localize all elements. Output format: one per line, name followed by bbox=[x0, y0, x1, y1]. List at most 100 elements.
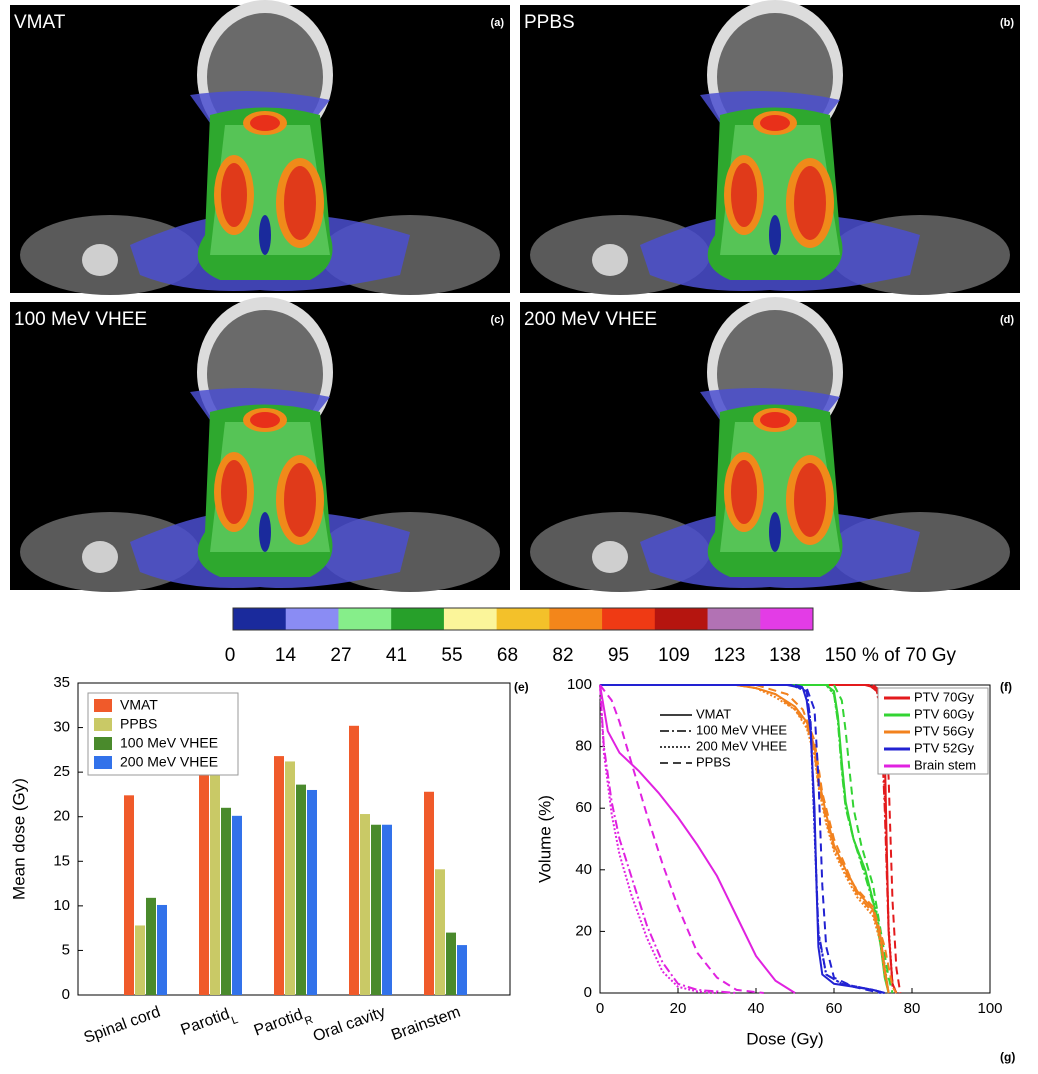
bar bbox=[446, 932, 456, 995]
colorbar-tick-label: 0 bbox=[225, 645, 236, 666]
colorbar-frame bbox=[232, 607, 814, 631]
category-subscript: L bbox=[230, 1014, 240, 1027]
x-tick-label: ParotidR bbox=[252, 1004, 315, 1045]
dvh-curve bbox=[600, 684, 882, 994]
colorbar-segment bbox=[285, 608, 339, 630]
dvh-curve bbox=[600, 684, 898, 994]
colorbar-segment bbox=[654, 608, 709, 630]
y-tick-label: 40 bbox=[575, 861, 592, 878]
dvh-curve bbox=[599, 684, 737, 994]
legend-label: 200 MeV VHEE bbox=[696, 738, 787, 753]
colorbar-segment bbox=[391, 608, 445, 630]
colorbar-segment bbox=[233, 608, 287, 630]
category-name: Oral cavity bbox=[311, 1004, 388, 1046]
ct-image: PPBS (b) bbox=[520, 0, 1020, 295]
panel-label: (a) bbox=[491, 17, 505, 29]
x-tick-label: Oral cavity bbox=[311, 1004, 388, 1046]
y-tick-label: 15 bbox=[53, 852, 70, 869]
bar bbox=[285, 761, 295, 995]
panel-title: PPBS bbox=[524, 12, 575, 33]
category-name: Spinal cord bbox=[82, 1004, 163, 1047]
bar bbox=[146, 897, 156, 995]
colorbar-segment bbox=[496, 608, 550, 630]
ct-scan bbox=[10, 297, 510, 592]
legend-swatch bbox=[94, 737, 112, 750]
ct-image: 200 MeV VHEE (d) bbox=[520, 297, 1020, 592]
dvh-curve bbox=[600, 684, 902, 994]
y-tick-label: 0 bbox=[62, 986, 70, 1003]
ct-image: VMAT (a) bbox=[10, 0, 510, 295]
legend-label: VMAT bbox=[120, 697, 158, 713]
dvh-curve bbox=[600, 684, 885, 994]
bar bbox=[349, 725, 359, 995]
colorbar-tick-label: 150 bbox=[825, 645, 857, 666]
y-tick-label: 25 bbox=[53, 763, 70, 780]
bar bbox=[435, 869, 445, 995]
bar bbox=[210, 773, 220, 995]
x-axis-label: Dose (Gy) bbox=[746, 1029, 823, 1048]
ct-scan bbox=[520, 0, 1020, 295]
colorbar-unit: % of 70 Gy bbox=[862, 645, 956, 666]
bar bbox=[307, 789, 317, 995]
colorbar-tick-label: 68 bbox=[497, 645, 518, 666]
legend-label: PTV 60Gy bbox=[914, 706, 974, 721]
panel-title: VMAT bbox=[14, 12, 66, 33]
ct-image: 100 MeV VHEE (c) bbox=[10, 297, 510, 592]
panel-title: 200 MeV VHEE bbox=[524, 309, 657, 330]
y-tick-label: 5 bbox=[62, 941, 70, 958]
ct-scan bbox=[10, 0, 510, 295]
dvh-curve bbox=[599, 684, 764, 994]
colorbar-segment bbox=[549, 608, 603, 630]
bar bbox=[199, 764, 209, 995]
legend-label: 200 MeV VHEE bbox=[120, 754, 218, 770]
bar bbox=[296, 784, 306, 995]
bar bbox=[360, 814, 370, 995]
legend-label: PPBS bbox=[120, 716, 157, 732]
category-subscript: R bbox=[303, 1014, 315, 1028]
colorbar-tick-label: 27 bbox=[330, 645, 351, 666]
legend-label: 100 MeV VHEE bbox=[120, 735, 218, 751]
legend-label: 100 MeV VHEE bbox=[696, 722, 787, 737]
dvh-curve bbox=[600, 684, 898, 994]
legend-label: PPBS bbox=[696, 754, 731, 769]
ct-scan bbox=[520, 297, 1020, 592]
legend-label: PTV 56Gy bbox=[914, 723, 974, 738]
legend-swatch bbox=[94, 699, 112, 712]
bar bbox=[424, 791, 434, 995]
y-axis-label: Mean dose (Gy) bbox=[9, 778, 28, 900]
legend-label: PTV 52Gy bbox=[914, 740, 974, 755]
y-tick-label: 100 bbox=[567, 676, 592, 693]
corner-label: (g) bbox=[1000, 1050, 1015, 1064]
x-tick-label: ParotidL bbox=[179, 1004, 240, 1045]
panel-label: (d) bbox=[1000, 314, 1014, 326]
panel-label: (b) bbox=[1000, 17, 1014, 29]
y-tick-label: 35 bbox=[53, 674, 70, 691]
legend-label: Brain stem bbox=[914, 757, 976, 772]
bar bbox=[124, 795, 134, 995]
colorbar-tick-label: 14 bbox=[275, 645, 297, 666]
colorbar-tick-label: 123 bbox=[714, 645, 746, 666]
legend-swatch bbox=[94, 756, 112, 769]
bar bbox=[135, 925, 145, 995]
colorbar-segment bbox=[602, 608, 656, 630]
bar bbox=[457, 945, 467, 995]
legend-swatch bbox=[94, 718, 112, 731]
bar bbox=[274, 756, 284, 995]
x-tick-label: 80 bbox=[904, 1000, 921, 1017]
legend-frame bbox=[87, 692, 239, 776]
colorbar-tick-label: 55 bbox=[441, 645, 462, 666]
bar bbox=[232, 815, 242, 995]
bar bbox=[221, 807, 231, 995]
colorbar: 0 14 27 41 55 68 82 95 109 123 138 150% of 70 Gy bbox=[225, 607, 956, 666]
bar-chart: 0 5 10 15 20 25 30 35 Mean dose (Gy) (e) Spinal co… bbox=[9, 674, 528, 1047]
colorbar-tick-label: 41 bbox=[386, 645, 407, 666]
y-tick-label: 30 bbox=[53, 719, 70, 736]
panel-title: 100 MeV VHEE bbox=[14, 309, 147, 330]
colorbar-tick-label: 95 bbox=[608, 645, 629, 666]
y-axis-label: Volume (%) bbox=[535, 795, 554, 883]
y-tick-label: 10 bbox=[53, 897, 70, 914]
category-name: Parotid bbox=[252, 1006, 305, 1039]
legend-label: PTV 70Gy bbox=[914, 689, 974, 704]
x-tick-label: 0 bbox=[596, 1000, 604, 1017]
category-name: Brainstem bbox=[389, 1004, 463, 1045]
